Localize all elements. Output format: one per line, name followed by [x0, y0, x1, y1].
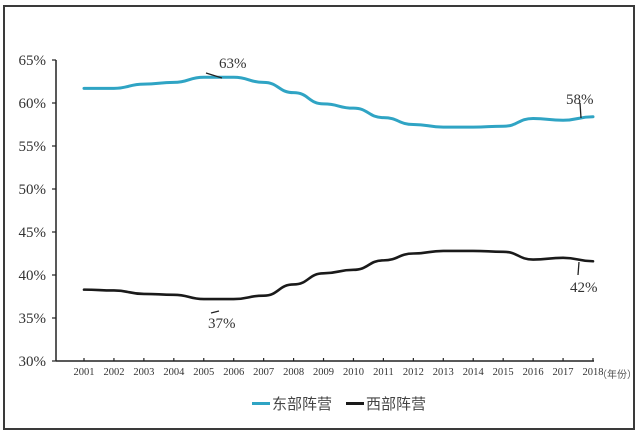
x-tick-label: 2011: [373, 367, 394, 378]
y-tick-label: 50%: [19, 182, 47, 198]
annotation-label: 42%: [570, 280, 598, 296]
chart-frame: [3, 5, 635, 430]
y-tick-label: 40%: [19, 268, 47, 284]
x-tick-label: 2009: [313, 367, 334, 378]
chart-legend: 东部阵营 西部阵营: [252, 393, 440, 414]
y-tick-label: 45%: [19, 225, 47, 241]
annotation-leader: [577, 261, 580, 276]
annotation-leader: [579, 102, 582, 119]
x-tick-label: 2014: [463, 367, 485, 378]
legend-label-west: 西部阵营: [366, 395, 427, 413]
legend-swatch-east-icon: [252, 402, 270, 405]
x-tick-label: 2010: [343, 367, 364, 378]
annotation-label: 37%: [208, 316, 236, 332]
x-tick-label: 2002: [103, 367, 124, 378]
y-tick-label: 55%: [19, 139, 47, 155]
x-tick-label: 2005: [193, 367, 214, 378]
legend-item-east: 东部阵营: [252, 393, 332, 414]
annotation-label: 63%: [219, 56, 247, 72]
x-tick-label: 2004: [163, 367, 185, 378]
x-tick-label: 2003: [133, 367, 154, 378]
legend-label-east: 东部阵营: [272, 395, 333, 413]
y-tick-label: 30%: [19, 354, 47, 370]
x-axis-unit-label: （年份）: [597, 370, 637, 381]
x-tick-label: 2008: [283, 367, 304, 378]
x-tick-label: 2001: [74, 367, 95, 378]
y-tick-label: 65%: [19, 53, 47, 69]
y-tick-label: 35%: [19, 311, 47, 327]
x-tick-label: 2013: [433, 367, 454, 378]
legend-item-west: 西部阵营: [346, 393, 426, 414]
y-tick-label: 60%: [19, 96, 47, 112]
annotation-label: 58%: [566, 92, 594, 108]
series-line-east: [82, 75, 595, 129]
x-tick-label: 2018: [583, 367, 604, 378]
x-tick-label: 2007: [253, 367, 274, 378]
x-tick-label: 2016: [523, 367, 544, 378]
x-tick-label: 2017: [553, 367, 574, 378]
annotation-leader: [205, 72, 223, 79]
series-line-west: [82, 249, 595, 301]
annotation-leader: [210, 310, 220, 314]
x-tick-label: 2006: [223, 367, 244, 378]
x-tick-label: 2012: [403, 367, 424, 378]
x-tick-label: 2015: [493, 367, 514, 378]
legend-swatch-west-icon: [346, 402, 365, 405]
